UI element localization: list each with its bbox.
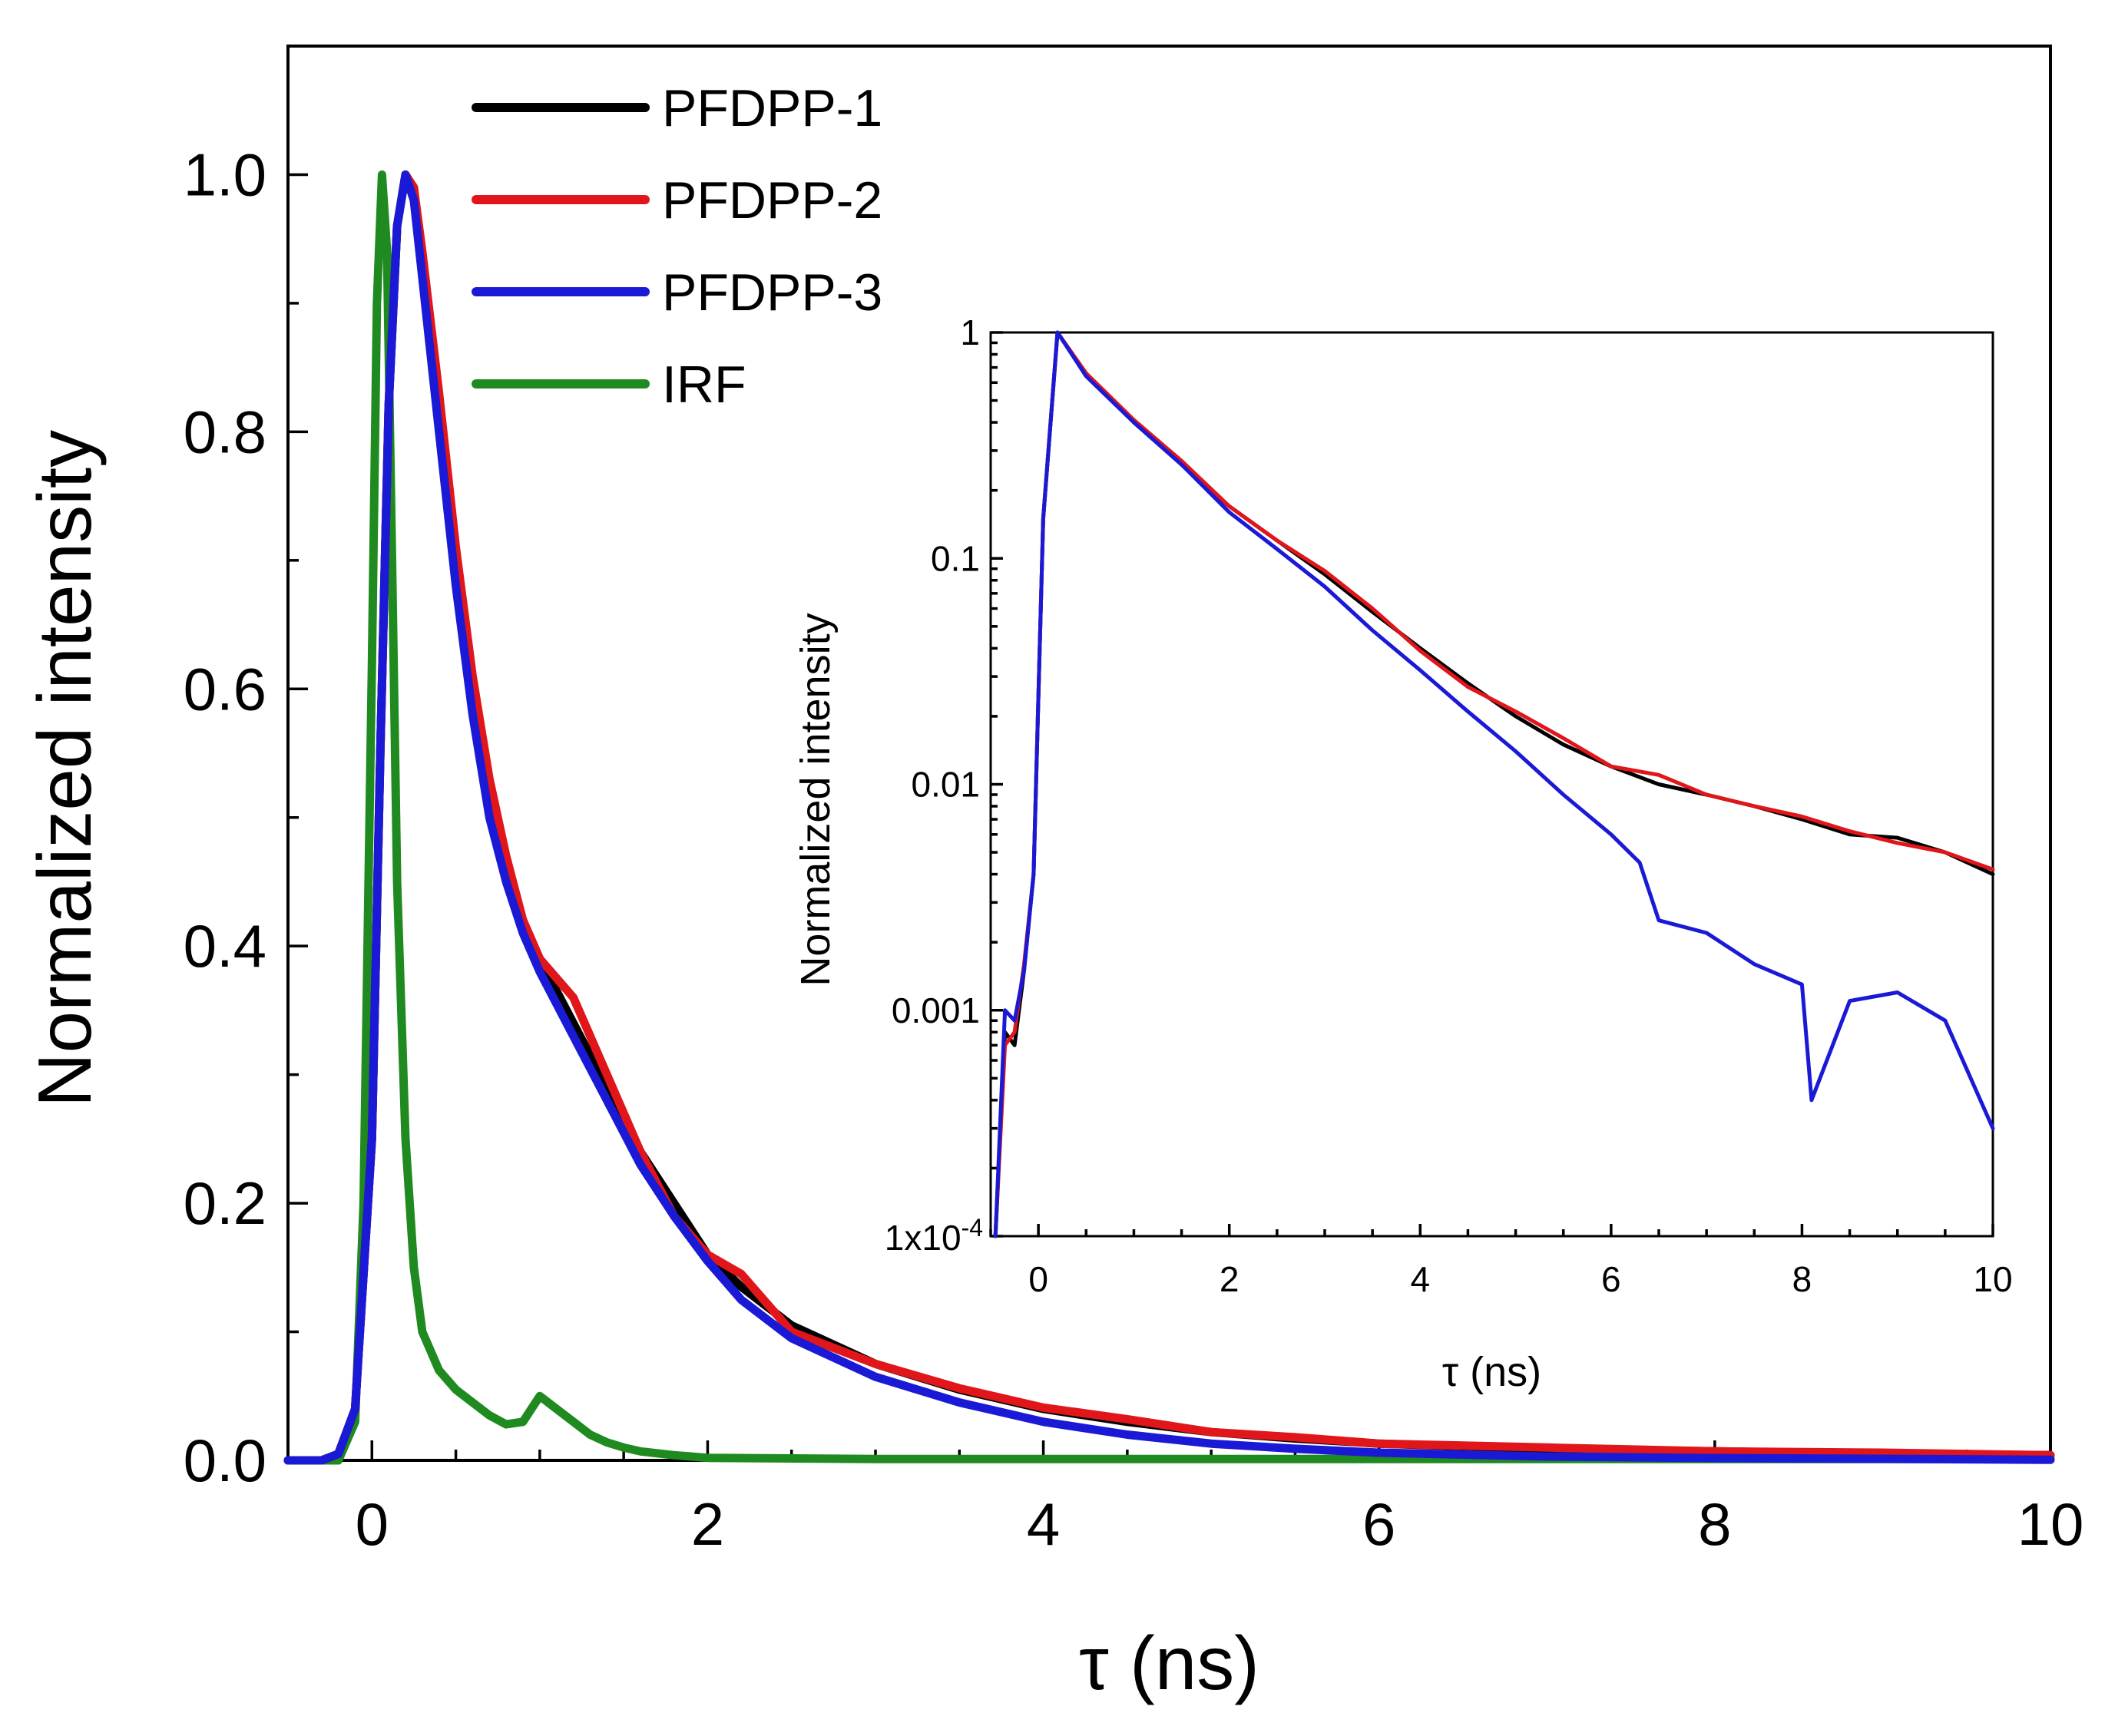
main-y-tick-label: 0.4 (184, 912, 266, 980)
main-legend: PFDPP-1 PFDPP-2 PFDPP-3 IRF (472, 79, 882, 414)
main-plot: 0 2 4 6 8 100.00.20.40.60.81.0τ (ns)Normalize… (22, 45, 2084, 1705)
main-x-tick-label: 4 (1027, 1490, 1060, 1558)
inset-plot-frame (989, 331, 1994, 1238)
main-series-irf (283, 170, 2055, 1465)
main-y-tick-label: 0.6 (184, 655, 266, 723)
inset-series-pfdpp-3 (993, 330, 1995, 1238)
inset-x-axis-title: τ (ns) (1442, 1349, 1541, 1395)
main-y-axis-title: Normalized intensity (22, 430, 107, 1107)
main-y-tick-label: 0.0 (184, 1427, 266, 1494)
main-x-tick-label: 2 (691, 1490, 724, 1558)
main-y-tick-label: 0.8 (184, 398, 266, 465)
inset-x-tick-label: 0 (1028, 1259, 1048, 1299)
inset-y-tick-label: 1x10-4 (885, 1214, 983, 1258)
inset-x-tick-label: 8 (1792, 1259, 1812, 1299)
inset-y-tick-label: 0.1 (931, 538, 980, 578)
main-series-pfdpp-3 (283, 170, 2055, 1465)
inset-x-tick-label: 4 (1410, 1259, 1430, 1299)
legend-label-pfdpp-1: PFDPP-1 (662, 79, 882, 137)
main-x-tick-label: 0 (356, 1490, 389, 1558)
legend-label-pfdpp-2: PFDPP-2 (662, 171, 882, 230)
inset-y-tick-label: 0.01 (911, 765, 980, 805)
legend-label-irf: IRF (662, 355, 746, 414)
inset-y-tick-label: 1 (960, 312, 980, 352)
legend-label-pfdpp-3: PFDPP-3 (662, 263, 882, 322)
inset-x-tick-label: 10 (1973, 1259, 2012, 1299)
inset-plot: 0 2 4 6 8 10 1x10-4 0.001 0.01 0.1 1 τ (ns) Normaliz… (793, 312, 2013, 1395)
main-x-tick-label: 10 (2017, 1490, 2084, 1558)
inset-y-tick-label: 0.001 (892, 990, 980, 1030)
main-x-tick-label: 6 (1362, 1490, 1395, 1558)
inset-x-tick-label: 2 (1220, 1259, 1240, 1299)
main-y-tick-label: 1.0 (184, 141, 266, 208)
main-x-tick-label: 8 (1698, 1490, 1731, 1558)
inset-y-axis-title: Normalized intensity (793, 613, 839, 986)
main-x-axis-title: τ (ns) (1079, 1621, 1259, 1705)
inset-x-tick-label: 6 (1601, 1259, 1621, 1299)
main-y-tick-label: 0.2 (184, 1169, 266, 1237)
